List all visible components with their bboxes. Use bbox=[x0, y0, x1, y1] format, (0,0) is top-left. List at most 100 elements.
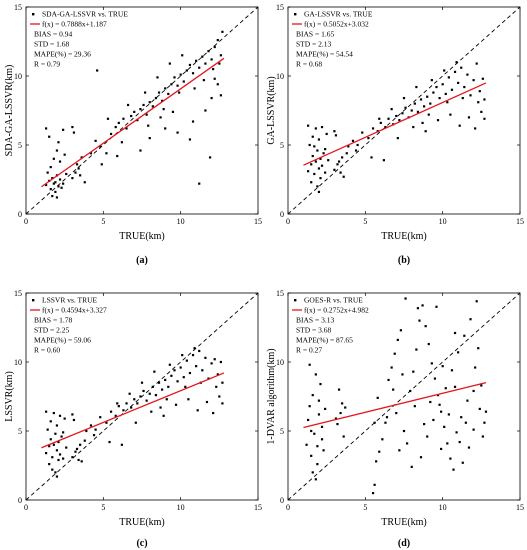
data-point bbox=[136, 402, 139, 405]
data-point bbox=[334, 134, 338, 137]
data-point bbox=[475, 300, 478, 303]
legend-stat: R = 0.27 bbox=[296, 346, 322, 355]
data-point bbox=[440, 410, 443, 413]
data-point bbox=[105, 421, 108, 424]
data-point bbox=[320, 125, 324, 129]
data-point bbox=[455, 61, 458, 64]
data-point bbox=[310, 181, 313, 184]
x-tick-label: 0 bbox=[286, 217, 290, 226]
legend-stat: BIAS = 1.65 bbox=[296, 30, 334, 39]
y-tick-label: 10 bbox=[14, 358, 22, 367]
data-point bbox=[432, 418, 435, 422]
data-point bbox=[71, 456, 74, 459]
legend-stat: BIAS = 3.13 bbox=[296, 316, 334, 325]
data-point bbox=[457, 81, 460, 84]
fit-line bbox=[41, 372, 225, 449]
x-tick-label: 5 bbox=[101, 503, 105, 512]
data-point bbox=[412, 125, 415, 129]
data-point bbox=[319, 177, 322, 180]
data-point bbox=[72, 418, 76, 422]
data-point bbox=[54, 471, 57, 474]
panel-caption: (b) bbox=[398, 255, 410, 266]
data-point bbox=[195, 59, 198, 62]
data-point bbox=[168, 62, 171, 65]
data-point bbox=[205, 400, 209, 404]
plot-area bbox=[26, 293, 258, 500]
data-point bbox=[46, 428, 49, 431]
data-point bbox=[307, 418, 310, 422]
data-point bbox=[339, 171, 342, 174]
data-point bbox=[46, 171, 49, 174]
legend-stat: MAPE(%) = 54.54 bbox=[296, 50, 353, 59]
data-point bbox=[156, 76, 159, 79]
data-point bbox=[212, 68, 215, 71]
data-point bbox=[182, 80, 185, 83]
data-point bbox=[58, 414, 62, 417]
data-point bbox=[382, 159, 385, 162]
data-point bbox=[71, 177, 74, 180]
data-point bbox=[419, 98, 423, 101]
legend-stat: STD = 3.68 bbox=[296, 326, 332, 335]
data-point bbox=[475, 62, 478, 65]
data-point bbox=[438, 403, 441, 406]
data-point bbox=[139, 395, 142, 398]
data-point bbox=[167, 385, 170, 388]
data-point bbox=[450, 88, 454, 91]
data-point bbox=[48, 445, 51, 448]
data-point bbox=[316, 149, 319, 152]
data-point bbox=[80, 460, 83, 463]
data-point bbox=[83, 181, 86, 184]
data-point bbox=[142, 103, 145, 107]
data-point bbox=[322, 449, 325, 452]
data-point bbox=[311, 135, 314, 138]
data-point bbox=[337, 160, 341, 163]
data-point bbox=[430, 79, 433, 82]
data-point bbox=[317, 399, 321, 402]
y-tick-label: 5 bbox=[18, 427, 22, 436]
data-point bbox=[45, 127, 48, 130]
y-axis-label: SDA-GA-LSSVR(km) bbox=[4, 65, 15, 157]
data-point bbox=[49, 165, 52, 169]
data-point bbox=[441, 83, 444, 86]
data-point bbox=[99, 416, 102, 419]
data-point bbox=[466, 399, 469, 402]
data-point bbox=[307, 170, 310, 173]
data-point bbox=[210, 58, 213, 61]
data-point bbox=[478, 407, 481, 411]
data-point bbox=[469, 94, 472, 97]
data-point bbox=[77, 167, 80, 170]
data-point bbox=[467, 446, 471, 449]
legend-stat: MAPE(%) = 87.65 bbox=[296, 336, 353, 345]
data-point bbox=[45, 183, 48, 187]
data-point bbox=[333, 130, 336, 133]
data-point bbox=[179, 73, 182, 76]
data-point bbox=[170, 83, 173, 86]
data-point bbox=[218, 395, 221, 398]
data-point bbox=[62, 457, 65, 460]
data-point bbox=[325, 132, 328, 136]
legend-series-label: LSSVR vs. TRUE bbox=[42, 296, 98, 305]
data-point bbox=[201, 369, 204, 372]
data-point bbox=[136, 119, 139, 122]
plot-frame bbox=[287, 6, 521, 215]
data-point bbox=[72, 131, 76, 134]
y-tick-label: 5 bbox=[280, 141, 284, 150]
data-point bbox=[221, 30, 224, 33]
data-point bbox=[483, 98, 486, 101]
data-point bbox=[48, 463, 51, 466]
data-point bbox=[370, 156, 373, 159]
data-point bbox=[52, 182, 55, 185]
data-point bbox=[71, 413, 74, 416]
data-point bbox=[416, 110, 420, 113]
data-point bbox=[387, 378, 390, 382]
data-point bbox=[145, 113, 148, 116]
data-point bbox=[444, 387, 447, 390]
plot-frame bbox=[25, 6, 259, 215]
data-point bbox=[424, 130, 427, 133]
data-point bbox=[398, 449, 401, 452]
data-point bbox=[75, 447, 79, 451]
legend-stat: STD = 2.25 bbox=[34, 326, 70, 335]
data-point bbox=[116, 154, 119, 158]
data-point bbox=[92, 434, 96, 437]
